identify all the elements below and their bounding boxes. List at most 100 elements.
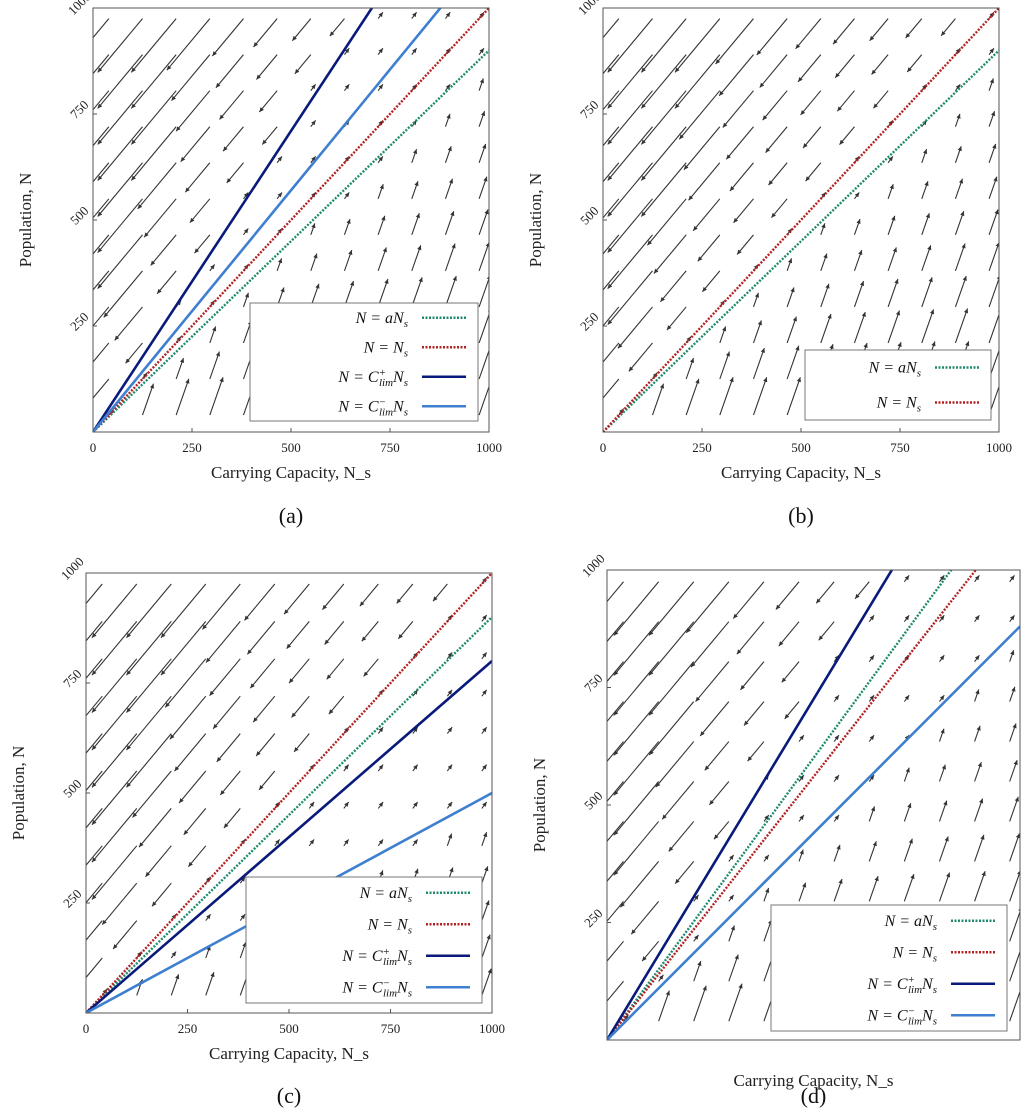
field-arrowhead [212,326,217,332]
field-arrowhead [579,990,584,995]
field-arrowhead [641,139,646,145]
field-arrow [86,695,103,717]
field-arrowhead [905,767,910,773]
field-arrow [603,342,620,363]
field-arrow [93,162,110,183]
field-arrow [286,621,310,649]
y-axis-label: Population, N [526,173,545,267]
legend-label-Cplus: N = C+ limNs [341,946,412,968]
field-arrow [246,621,276,655]
field-arrowhead [97,67,103,73]
field-arrow [164,658,207,708]
field-arrow [101,882,138,926]
field-arrowhead [277,192,282,198]
field-arrowhead [714,834,719,840]
field-arrowhead [219,114,225,120]
field-arrowhead [697,961,702,967]
field-arrow [640,18,687,73]
field-arrowhead [869,615,875,621]
field-arrowhead [126,670,132,676]
y-tick-label: 1000 [58,554,87,583]
field-arrowhead [137,204,143,209]
field-arrowhead [617,343,623,349]
x-tick-label: 0 [600,440,607,455]
field-arrow [291,18,312,42]
field-arrow [728,983,743,1022]
field-arrow [151,882,172,907]
field-arrowhead [607,247,613,253]
field-arrowhead [925,213,930,219]
field-arrowhead [995,242,999,247]
field-arrow [91,808,138,863]
field-arrow [607,581,624,603]
field-arrowhead [215,351,220,357]
field-arrowhead [292,35,297,41]
field-arrowhead [757,320,762,326]
field-arrow [607,126,653,181]
field-arrow [607,980,624,1002]
field-arrowhead [668,846,674,852]
field-arrowhead [765,147,771,153]
field-arrowhead [160,670,166,676]
field-arrowhead [574,68,579,73]
field-arrowhead [943,800,948,806]
panel-label: (c) [277,1083,301,1108]
field-arrowhead [482,143,487,149]
field-arrow [607,821,624,843]
field-arrow [291,695,310,718]
field-arrow [988,313,999,344]
field-arrowhead [607,319,613,325]
field-arrowhead [655,782,661,788]
field-arrowhead [719,90,724,96]
field-arrowhead [768,180,774,186]
field-arrowhead [729,377,734,383]
field-arrowhead [244,615,249,621]
field-arrowhead [64,104,69,109]
vector-field [574,8,999,432]
field-arrow [658,990,670,1022]
field-arrowhead [726,154,731,160]
y-tick-label: 750 [581,671,605,695]
field-arrow [174,733,207,772]
field-arrowhead [262,139,267,145]
field-arrow [708,781,730,806]
field-arrowhead [834,695,839,701]
field-arrow [666,306,687,331]
field-arrow [765,126,788,153]
legend-box [804,349,992,421]
field-arrowhead [675,103,680,109]
field-arrowhead [378,727,384,733]
field-arrowhead [445,12,451,18]
field-arrow [97,90,143,145]
y-tick-label: 500 [60,776,84,800]
field-arrow [219,90,244,120]
field-arrowhead [1011,686,1016,692]
field-arrowhead [799,815,804,820]
field-arrowhead [834,775,839,781]
field-arrow [126,695,172,751]
field-arrowhead [939,615,945,621]
field-arrowhead [904,695,910,701]
field-arrow [91,583,138,639]
field-arrowhead [452,276,457,281]
field-arrow [648,621,695,676]
field-arrowhead [309,839,315,845]
field-arrowhead [150,260,156,266]
field-arrowhead [873,103,878,109]
series-line-aNs [607,570,953,1040]
field-arrowhead [649,750,654,755]
field-arrowhead [160,632,166,638]
field-arrowhead [145,871,151,877]
field-arrow [607,861,624,883]
field-arrow [132,770,172,818]
field-arrow [156,270,177,295]
field-arrowhead [126,707,132,713]
field-arrowhead [396,598,402,604]
field-arrowhead [361,636,367,642]
field-arrowhead [166,65,172,71]
field-arrow [974,834,985,862]
legend-label-Cminus: N = C− limNs [866,1005,937,1027]
field-arrowhead [695,696,701,702]
field-arrowhead [226,178,232,183]
